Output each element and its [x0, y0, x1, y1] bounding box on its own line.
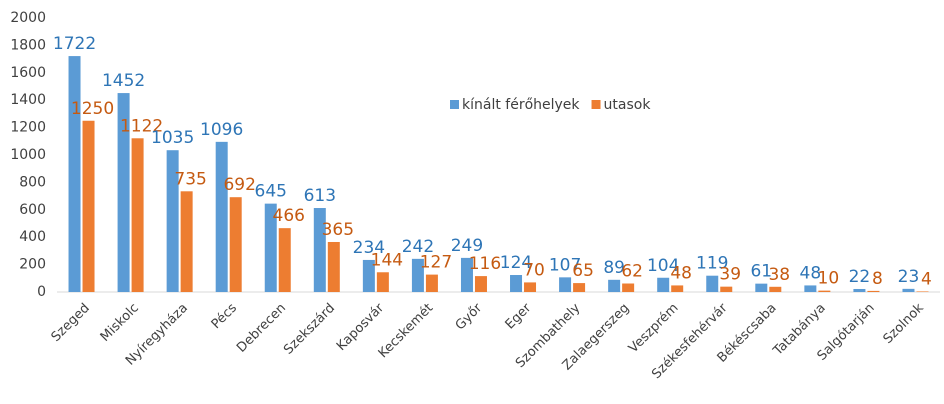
bar — [510, 275, 523, 292]
y-tick-label: 1600 — [10, 65, 46, 81]
x-tick-label: Miskolc — [98, 301, 142, 345]
y-tick-label: 2000 — [10, 10, 46, 26]
bar — [215, 141, 228, 292]
data-label: 65 — [572, 261, 594, 281]
data-label: 119 — [696, 254, 728, 274]
bar — [313, 208, 326, 292]
data-label: 70 — [523, 260, 545, 280]
data-label: 645 — [255, 182, 287, 202]
data-label: 107 — [549, 255, 581, 275]
legend-label: utasok — [604, 97, 652, 113]
x-tick-label: Szolnok — [881, 300, 928, 347]
bar — [622, 283, 635, 292]
y-tick-label: 400 — [19, 229, 46, 245]
data-label: 1122 — [120, 116, 163, 136]
data-label: 365 — [322, 220, 354, 240]
data-label: 23 — [898, 267, 920, 287]
data-label: 613 — [304, 186, 336, 206]
y-tick-label: 0 — [37, 284, 46, 300]
data-label: 234 — [353, 238, 385, 258]
bar — [376, 272, 389, 292]
bar — [706, 275, 719, 292]
data-label: 1452 — [102, 71, 145, 91]
bar — [82, 120, 95, 292]
bar — [853, 288, 866, 292]
bar — [608, 279, 621, 292]
data-label: 48 — [670, 263, 692, 283]
data-label: 1096 — [200, 120, 243, 140]
x-tick-label: Eger — [503, 300, 535, 332]
bar — [460, 257, 473, 292]
y-tick-label: 800 — [19, 174, 46, 190]
x-tick-label: Győr — [453, 300, 486, 333]
bar — [278, 228, 291, 292]
bar — [68, 56, 81, 292]
bar — [769, 286, 782, 292]
bar — [327, 241, 340, 292]
y-tick-label: 1800 — [10, 37, 46, 53]
data-label: 62 — [621, 262, 643, 282]
data-label: 10 — [818, 269, 840, 289]
data-label: 61 — [750, 262, 772, 282]
x-tick-label: Pécs — [209, 301, 240, 332]
bar — [131, 138, 144, 292]
data-label: 144 — [371, 250, 403, 270]
data-label: 249 — [451, 236, 483, 256]
bar — [902, 288, 915, 292]
y-tick-label: 200 — [19, 257, 46, 273]
data-label: 116 — [469, 254, 501, 274]
data-label: 89 — [603, 258, 625, 278]
bar — [229, 197, 242, 292]
legend-swatch — [450, 100, 459, 109]
bar — [474, 276, 487, 292]
data-label: 22 — [849, 267, 871, 287]
data-label: 1722 — [53, 34, 96, 54]
data-label: 39 — [719, 265, 741, 285]
data-label: 48 — [800, 263, 822, 283]
bar — [559, 277, 572, 292]
bar — [166, 150, 179, 292]
y-tick-label: 1000 — [10, 147, 46, 163]
data-label: 127 — [420, 253, 452, 273]
bar — [720, 286, 733, 292]
data-label: 242 — [402, 237, 434, 257]
data-label: 466 — [273, 206, 305, 226]
y-tick-label: 600 — [19, 202, 46, 218]
x-tick-label: Szekszárd — [281, 301, 338, 358]
x-tick-label: Szeged — [49, 301, 93, 345]
data-label: 104 — [647, 256, 679, 276]
data-label: 1035 — [151, 128, 194, 148]
bar — [916, 291, 929, 292]
bar — [804, 285, 817, 292]
data-label: 692 — [223, 175, 255, 195]
bar — [180, 191, 193, 292]
bar — [657, 277, 670, 292]
bar — [755, 283, 768, 292]
bar — [117, 93, 130, 293]
legend-swatch — [591, 100, 601, 109]
data-label: 38 — [768, 265, 790, 285]
legend-label: kínált férőhelyek — [462, 97, 580, 113]
bar — [411, 258, 424, 292]
bar — [362, 259, 375, 292]
data-label: 1250 — [71, 99, 114, 119]
bar — [671, 285, 684, 292]
bar — [524, 282, 537, 292]
data-label: 4 — [921, 269, 932, 289]
y-tick-label: 1400 — [10, 92, 46, 108]
y-tick-label: 1200 — [10, 120, 46, 136]
bar — [573, 283, 586, 292]
bar — [264, 203, 277, 292]
bar — [425, 274, 438, 292]
bar — [818, 290, 831, 292]
bar — [867, 290, 880, 292]
data-label: 8 — [872, 269, 883, 289]
data-label: 124 — [500, 253, 532, 273]
data-label: 735 — [174, 169, 206, 189]
